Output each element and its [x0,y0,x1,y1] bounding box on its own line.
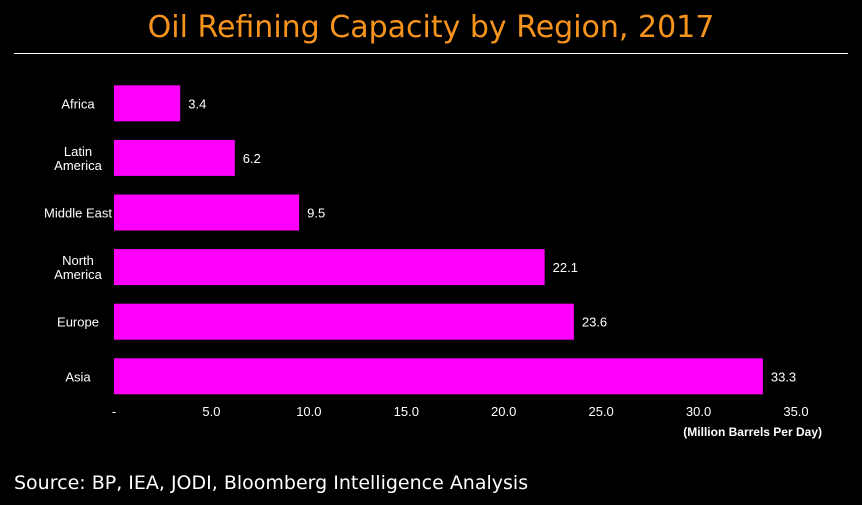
bar [114,194,300,231]
category-label: Africa [61,96,95,111]
x-tick-label: 30.0 [686,404,711,419]
bar [114,139,235,176]
x-tick-label: 5.0 [202,404,220,419]
source-note: Source: BP, IEA, JODI, Bloomberg Intelli… [14,472,529,494]
category-label: Middle East [44,206,112,221]
data-label: 9.5 [307,206,325,221]
title-divider [14,53,848,54]
x-tick-label: 20.0 [491,404,516,419]
category-label: Asia [65,369,91,384]
data-label: 3.4 [188,96,206,111]
category-label: Europe [57,315,99,330]
bar-chart: 3.4 Africa 6.2 Latin America 9.5 Middle East 22… [44,85,822,439]
bar [114,85,181,122]
category-label: North America [54,253,102,282]
x-tick-label: 35.0 [783,404,808,419]
data-label: 23.6 [582,315,607,330]
bar [114,358,763,395]
x-tick-label: 15.0 [394,404,419,419]
x-tick-label: - [112,404,116,419]
category-label: Latin America [54,144,102,173]
data-label: 33.3 [771,369,796,384]
x-tick-label: 25.0 [588,404,613,419]
x-tick-label: 10.0 [296,404,321,419]
chart-title: Oil Refining Capacity by Region, 2017 [147,10,715,45]
x-axis-title: (Million Barrels Per Day) [683,425,822,439]
data-label: 6.2 [243,151,261,166]
data-label: 22.1 [553,260,578,275]
bar [114,249,545,286]
bar [114,303,574,340]
